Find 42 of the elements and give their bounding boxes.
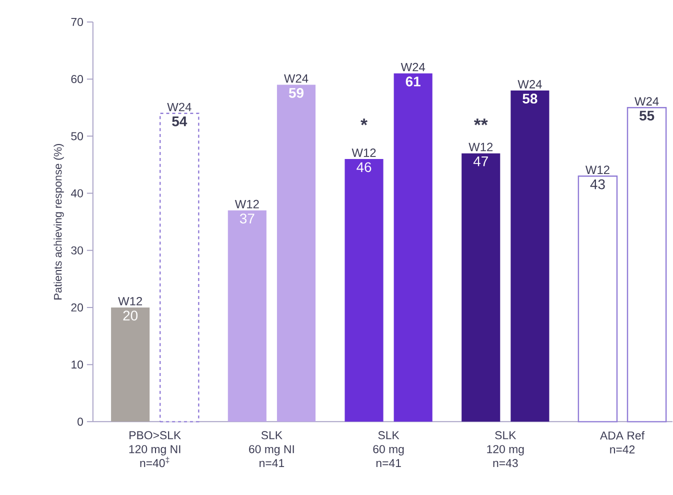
data-label: 59 bbox=[288, 88, 304, 98]
data-label: 20 bbox=[123, 310, 138, 321]
bar bbox=[111, 308, 150, 422]
text: W12 bbox=[585, 166, 610, 174]
data-label: 37 bbox=[240, 214, 254, 224]
annotation: ** bbox=[474, 118, 488, 126]
text: W12 bbox=[234, 200, 259, 208]
y-tick-label: 60 bbox=[71, 75, 83, 84]
y-tick-label: 10 bbox=[72, 360, 83, 369]
y-tick-label: 40 bbox=[70, 189, 83, 198]
y-tick-label: 0 bbox=[78, 418, 83, 426]
bar bbox=[344, 159, 384, 422]
y-tick-label: 30 bbox=[71, 246, 83, 255]
bar bbox=[160, 112, 200, 422]
data-label: 43 bbox=[590, 180, 605, 190]
y-tick-label: 20 bbox=[71, 304, 83, 312]
x-tick-label: PBO>SLK 120 mg NI n=40$^{‡}$ bbox=[129, 431, 181, 468]
annotation: * bbox=[360, 118, 368, 126]
text: W12 bbox=[352, 148, 376, 158]
x-tick-label: SLK 60 mg n=41 bbox=[373, 431, 404, 468]
text: W24 bbox=[634, 97, 659, 106]
x-tick-label: ADA Ref n=42 bbox=[600, 431, 645, 454]
bar bbox=[626, 107, 667, 422]
data-label: 55 bbox=[639, 111, 654, 121]
bar bbox=[228, 210, 266, 422]
data-label: 47 bbox=[473, 156, 488, 166]
data-label: 61 bbox=[406, 76, 420, 87]
series-label: W12 bbox=[118, 297, 142, 306]
text: W24 bbox=[518, 80, 542, 88]
text: W24 bbox=[400, 63, 426, 72]
x-tick-label: SLK 120 mg n=43 bbox=[487, 431, 524, 468]
y-axis-title: Patients achieving response (%) bbox=[54, 144, 64, 300]
data-label: 54 bbox=[172, 116, 188, 126]
x-tick-label: SLK 60 mg NI n=41 bbox=[249, 431, 294, 468]
y-tick-label: 50 bbox=[71, 132, 83, 140]
series-label: W24 bbox=[167, 103, 192, 112]
data-label: 58 bbox=[522, 94, 538, 104]
text: W24 bbox=[284, 74, 308, 83]
y-tick-label: 70 bbox=[71, 18, 83, 26]
bar bbox=[462, 154, 500, 422]
data-label: 46 bbox=[356, 162, 372, 172]
text: W12 bbox=[468, 142, 493, 152]
